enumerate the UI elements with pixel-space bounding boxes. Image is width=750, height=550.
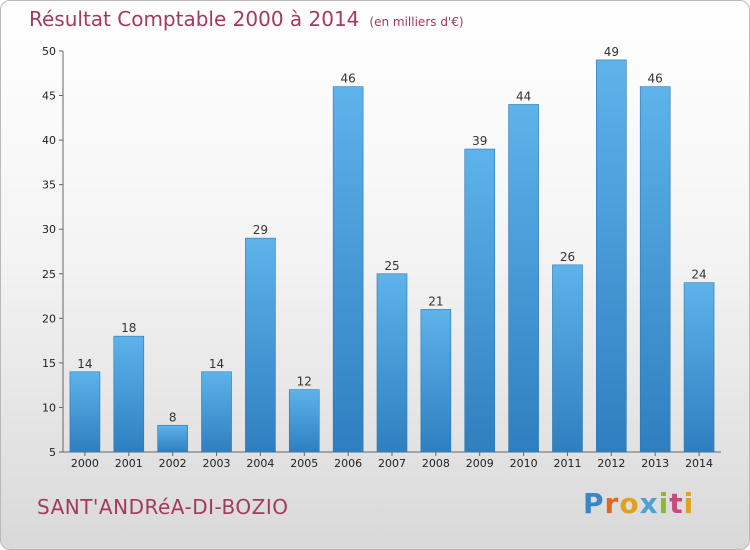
logo-letter: i: [658, 487, 670, 520]
x-tick-label: 2000: [71, 457, 99, 470]
bars: 14 18 8 14 29 12 46 25 21 39 44 26 49 46 24: [69, 45, 715, 453]
proxiti-logo: Proxiti: [583, 487, 694, 520]
logo-letter: x: [639, 487, 659, 520]
bar: [69, 371, 101, 453]
x-tick-label: 2009: [466, 457, 494, 470]
x-tick-label: 2014: [685, 457, 713, 470]
logo-letter: P: [583, 487, 605, 520]
bar: [508, 104, 539, 453]
bar-value-label: 18: [121, 321, 136, 335]
x-tick-label: 2007: [378, 457, 406, 470]
x-tick-label: 2011: [553, 457, 581, 470]
bar: [464, 148, 496, 453]
bar: [552, 264, 583, 453]
bar-value-label: 25: [384, 259, 399, 273]
x-tick-label: 2006: [334, 457, 362, 470]
chart-title: Résultat Comptable 2000 à 2014 (en millie…: [29, 7, 464, 31]
bar-value-label: 8: [169, 410, 177, 424]
bar-value-label: 12: [297, 375, 312, 389]
bar: [596, 59, 627, 453]
x-tick-label: 2008: [422, 457, 450, 470]
bar-value-label: 24: [691, 268, 706, 282]
bar: [683, 282, 715, 453]
x-tick-label: 2010: [510, 457, 538, 470]
x-tick-label: 2013: [641, 457, 669, 470]
y-tick-label: 20: [42, 312, 56, 325]
y-tick-label: 50: [42, 45, 56, 58]
y-tick-label: 30: [42, 223, 56, 236]
x-tick-label: 2003: [203, 457, 231, 470]
axes: 5 10 15 20 25 30 35 40 45 50 2000 2001 2002 2003 2004 2…: [42, 45, 721, 470]
logo-letter: t: [669, 487, 684, 520]
bar-value-label: 29: [253, 223, 268, 237]
y-tick-label: 40: [42, 134, 56, 147]
bar: [113, 335, 145, 453]
bar: [201, 371, 232, 453]
bar: [245, 237, 276, 453]
logo-letter: r: [604, 487, 620, 520]
bar: [288, 389, 320, 453]
bar-value-label: 14: [209, 357, 224, 371]
bar-value-label: 49: [604, 45, 619, 59]
logo-letter: o: [619, 487, 640, 520]
bar-value-label: 21: [428, 294, 443, 308]
bar-value-label: 46: [648, 72, 663, 86]
x-tick-label: 2001: [115, 457, 143, 470]
y-tick-label: 45: [42, 90, 56, 103]
bar: [639, 86, 671, 453]
bar: [420, 309, 452, 453]
bar-value-label: 44: [516, 89, 531, 103]
y-tick-label: 5: [49, 446, 56, 459]
chart-title-text: Résultat Comptable 2000 à 2014: [29, 7, 360, 31]
bar: [157, 424, 188, 453]
logo-letter: i: [683, 487, 695, 520]
bar-value-label: 39: [472, 134, 487, 148]
x-tick-label: 2012: [597, 457, 625, 470]
chart-unit: (en milliers d'€): [369, 15, 464, 29]
y-tick-label: 35: [42, 179, 56, 192]
x-tick-label: 2004: [246, 457, 274, 470]
y-tick-label: 15: [42, 357, 56, 370]
bar-value-label: 14: [77, 357, 92, 371]
place-name: SANT'ANDRéA-DI-BOZIO: [37, 495, 289, 519]
bar-value-label: 26: [560, 250, 575, 264]
y-tick-label: 10: [42, 401, 56, 414]
y-tick-label: 25: [42, 268, 56, 281]
bar-value-label: 46: [340, 72, 355, 86]
bar: [376, 273, 408, 453]
x-tick-label: 2002: [159, 457, 187, 470]
bar: [332, 86, 364, 453]
x-tick-label: 2005: [290, 457, 318, 470]
